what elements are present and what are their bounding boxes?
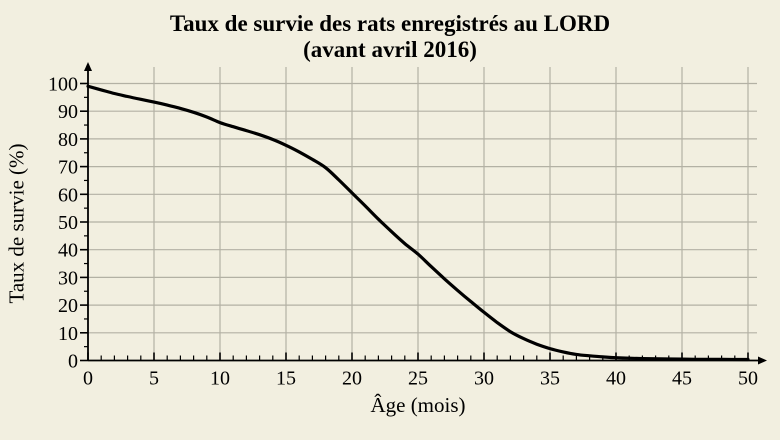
x-tick-label: 35	[540, 368, 560, 390]
y-tick-label: 80	[58, 129, 78, 151]
y-tick-label: 30	[58, 267, 78, 289]
x-axis-label: Âge (mois)	[370, 393, 466, 417]
x-tick-label: 45	[672, 368, 692, 390]
y-axis-arrow	[84, 62, 92, 71]
x-tick-label: 25	[408, 368, 428, 390]
x-tick-label: 5	[149, 368, 159, 390]
x-tick-label: 50	[738, 368, 758, 390]
chart-title-line1: Taux de survie des rats enregistrés au L…	[169, 11, 611, 36]
y-axis-label: Taux de survie (%)	[4, 143, 29, 304]
y-tick-label: 0	[68, 351, 78, 373]
x-tick-label: 10	[210, 368, 230, 390]
y-tick-label: 70	[58, 157, 78, 179]
y-tick-label: 10	[58, 323, 78, 345]
x-tick-label: 15	[276, 368, 296, 390]
chart-title: Taux de survie des rats enregistrés au L…	[0, 11, 780, 63]
y-tick-label: 20	[58, 295, 78, 317]
x-tick-label: 0	[83, 368, 93, 390]
x-axis-arrow	[758, 356, 767, 365]
y-tick-label: 60	[58, 184, 78, 206]
y-tick-label: 50	[58, 212, 78, 234]
y-tick-label: 40	[58, 240, 78, 262]
x-tick-label: 30	[474, 368, 494, 390]
y-tick-label: 100	[48, 74, 78, 96]
x-tick-label: 20	[342, 368, 362, 390]
chart-title-line2: (avant avril 2016)	[303, 37, 477, 62]
survival-curve	[86, 84, 750, 362]
x-tick-label: 40	[606, 368, 626, 390]
y-tick-label: 90	[58, 101, 78, 123]
